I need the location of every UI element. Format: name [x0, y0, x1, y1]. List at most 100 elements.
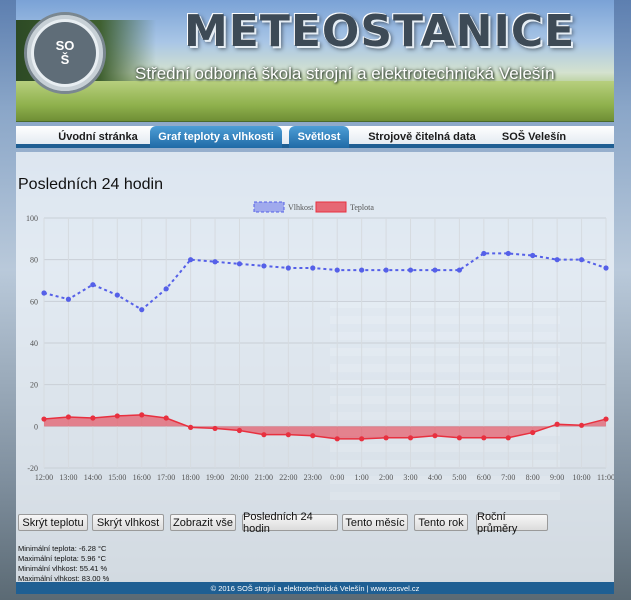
site-header: SO Š METEOSTANICE Střední odborná škola …: [16, 0, 614, 122]
x-tick-label: 13:00: [59, 473, 77, 482]
temperature-point: [41, 416, 47, 422]
temperature-point: [285, 432, 291, 438]
y-tick-label: 20: [30, 381, 38, 390]
hide-humidity-button[interactable]: Skrýt vlhkost: [92, 514, 164, 531]
humidity-point: [114, 292, 120, 298]
temperature-point: [383, 435, 389, 441]
temperature-point: [114, 413, 120, 419]
tab-machine-readable-data[interactable]: Strojově čitelná data: [368, 131, 476, 143]
tab-brightness[interactable]: Světlost: [289, 126, 349, 148]
x-tick-label: 5:00: [452, 473, 466, 482]
temperature-point: [139, 412, 145, 418]
x-tick-label: 12:00: [35, 473, 53, 482]
this-month-button[interactable]: Tento měsíc: [342, 514, 408, 531]
humidity-point: [212, 259, 218, 265]
x-tick-label: 19:00: [206, 473, 224, 482]
y-axis-ticks: -20 0 20 40 60 80 100: [26, 214, 38, 473]
x-tick-label: 20:00: [230, 473, 248, 482]
temperature-point: [334, 436, 340, 442]
temperature-point: [456, 435, 462, 441]
x-tick-label: 4:00: [428, 473, 442, 482]
page-frame: SO Š METEOSTANICE Střední odborná škola …: [16, 0, 614, 600]
y-tick-label: 80: [30, 256, 38, 265]
min-humidity-stat: Minimální vlhkost: 55.41 %: [18, 564, 108, 573]
temperature-point: [481, 435, 487, 441]
temperature-point: [65, 414, 72, 420]
humidity-point: [407, 267, 414, 273]
humidity-point: [432, 267, 438, 273]
y-tick-label: 60: [30, 297, 38, 306]
humidity-point: [90, 282, 96, 288]
legend-swatch-humidity: [253, 201, 285, 213]
this-year-button[interactable]: Tento rok: [414, 514, 468, 531]
x-tick-label: 10:00: [572, 473, 590, 482]
temperature-point: [188, 424, 194, 430]
show-all-button[interactable]: Zobrazit vše: [170, 514, 236, 531]
logo-emblem: SO Š: [34, 22, 96, 84]
max-humidity-stat: Maximální vlhkost: 83.00 %: [18, 574, 110, 583]
site-title: METEOSTANICE: [184, 6, 576, 57]
humidity-point: [261, 263, 267, 269]
y-tick-label: 0: [34, 422, 38, 431]
temperature-point: [90, 415, 96, 421]
temperature-point: [163, 415, 169, 421]
temperature-point: [236, 427, 243, 434]
main-content: Posledních 24 hodin -20 0 20 40 60 80 100 12:0…: [16, 152, 614, 584]
temperature-point: [530, 429, 536, 436]
humidity-point: [139, 307, 145, 313]
x-tick-label: 11:00: [597, 473, 614, 482]
x-tick-label: 1:00: [355, 473, 369, 482]
humidity-point: [554, 257, 560, 263]
y-tick-label: 100: [26, 214, 38, 223]
last-24-hours-button[interactable]: Posledních 24 hodin: [242, 511, 338, 535]
series-temperature: [41, 412, 609, 442]
tab-home[interactable]: Úvodní stránka: [58, 131, 138, 143]
humidity-point: [505, 250, 511, 257]
humidity-point: [285, 265, 291, 271]
tab-temperature-humidity-chart[interactable]: Graf teploty a vlhkosti: [150, 126, 282, 148]
x-tick-label: 21:00: [255, 473, 273, 482]
annual-averages-button[interactable]: Roční průměry: [476, 511, 548, 535]
temperature-point: [407, 435, 414, 441]
legend-label-temperature: Teplota: [350, 203, 374, 212]
temperature-area: [44, 414, 606, 439]
x-tick-label: 3:00: [403, 473, 417, 482]
humidity-point: [236, 261, 243, 267]
max-temperature-stat: Maximální teplota: 5.96 °C: [18, 554, 107, 563]
temperature-point: [432, 433, 438, 439]
stats-summary: Minimální teplota: -6.28 °C Maximální te…: [18, 544, 109, 584]
min-temperature-stat: Minimální teplota: -6.28 °C: [18, 544, 107, 553]
line-chart: -20 0 20 40 60 80 100 12:00 13:00 14:00 15:00 16:0…: [26, 201, 614, 482]
humidity-point: [359, 267, 365, 273]
humidity-point: [163, 286, 169, 292]
legend-swatch-temperature: [315, 201, 347, 213]
site-subtitle: Střední odborná škola strojní a elektrot…: [135, 64, 555, 83]
x-tick-label: 16:00: [133, 473, 151, 482]
hide-temperature-button[interactable]: Skrýt teplotu: [18, 514, 88, 531]
temperature-point: [359, 436, 365, 442]
x-tick-label: 0:00: [330, 473, 344, 482]
temperature-point: [603, 416, 609, 422]
x-tick-label: 7:00: [501, 473, 515, 482]
x-tick-label: 23:00: [304, 473, 322, 482]
humidity-point: [603, 265, 609, 271]
humidity-point: [65, 296, 72, 302]
y-tick-label: -20: [27, 464, 38, 473]
humidity-point: [456, 267, 462, 273]
header-hills: [16, 81, 614, 121]
series-humidity: [41, 250, 609, 313]
x-tick-label: 18:00: [181, 473, 199, 482]
x-tick-label: 14:00: [84, 473, 102, 482]
temperature-point: [505, 435, 511, 441]
x-tick-label: 9:00: [550, 473, 564, 482]
main-nav: Úvodní stránka Graf teploty a vlhkosti S…: [16, 126, 614, 148]
humidity-point: [334, 267, 340, 273]
temperature-point: [212, 425, 218, 432]
temperature-point: [261, 432, 267, 438]
legend-label-humidity: Vlhkost: [288, 203, 314, 212]
temperature-point: [310, 433, 316, 439]
tab-school-velesin[interactable]: SOŠ Velešín: [501, 131, 567, 143]
logo-text-top: SO: [55, 38, 75, 53]
school-logo[interactable]: SO Š: [24, 12, 106, 94]
temperature-point: [554, 421, 560, 427]
